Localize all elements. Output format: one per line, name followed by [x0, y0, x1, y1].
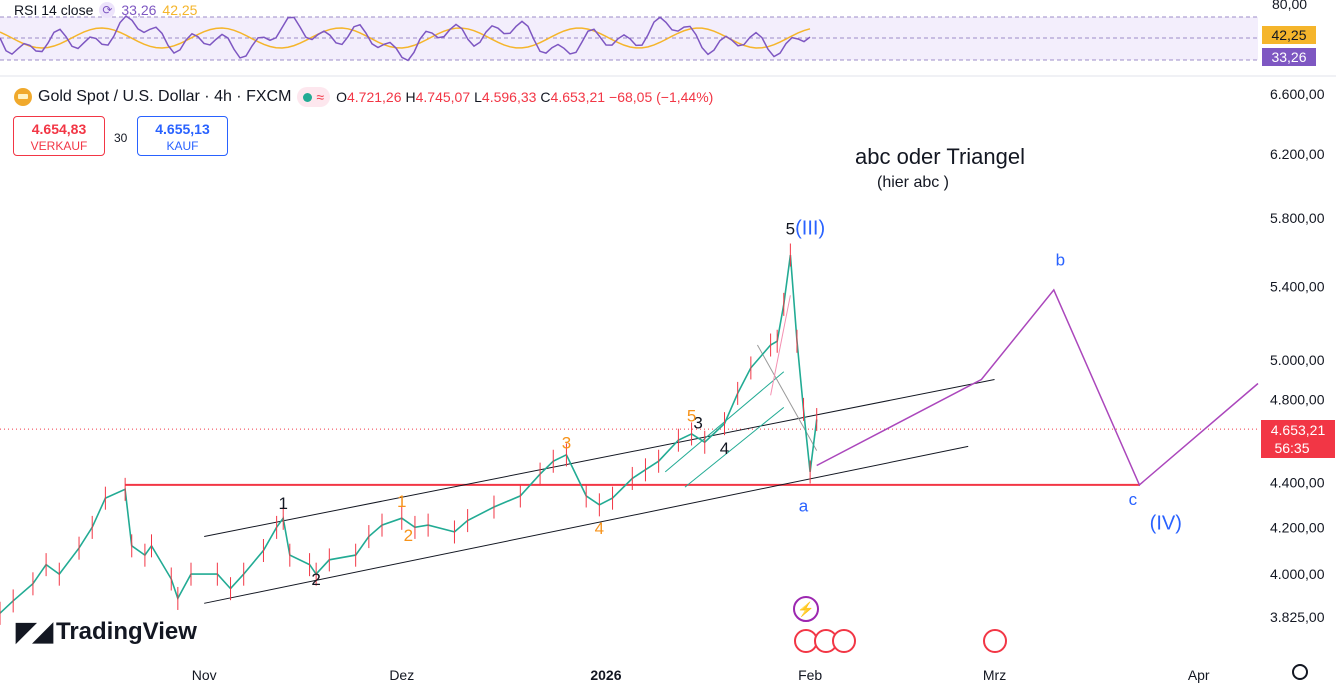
rsi-axis-top: 80,00 — [1272, 0, 1307, 12]
buy-price: 4.655,13 — [155, 121, 210, 137]
wave-label: 3 — [693, 414, 702, 433]
sell-button[interactable]: 4.654,83 VERKAUF — [13, 116, 105, 156]
symbol-header[interactable]: Gold Spot / U.S. Dollar · 4h · FXCM ≈ O4… — [14, 86, 713, 108]
market-open-icon — [303, 92, 313, 102]
chart-title: abc oder Triangel — [855, 144, 1025, 169]
x-tick-label: Feb — [798, 667, 822, 683]
chart-subtitle: (hier abc ) — [877, 174, 949, 191]
trendline — [204, 445, 969, 604]
price-tag-value: 4.653,21 — [1271, 422, 1326, 438]
us-flag-icon — [794, 629, 818, 653]
rsi-tags: 42,25 33,26 80,00 — [1262, 0, 1316, 66]
gold-coin-icon — [14, 88, 32, 106]
wave-icon: ≈ — [316, 89, 325, 105]
rsi-title: RSI 14 close — [14, 2, 94, 18]
wave-label: (IV) — [1150, 513, 1182, 535]
event-icons[interactable]: ⚡ — [793, 596, 1007, 653]
wave-label: b — [1056, 250, 1065, 269]
x-tick-label: Dez — [389, 667, 414, 683]
wave-label: (III) — [795, 218, 825, 240]
high-value: 4.745,07 — [415, 89, 471, 105]
change-value: −68,05 (−1,44%) — [609, 89, 714, 105]
y-tick-label: 4.200,00 — [1270, 519, 1325, 535]
wave-label: 1 — [397, 492, 406, 511]
chart-grid — [0, 428, 1258, 486]
ohlc-values: O4.721,26 H4.745,07 L4.596,33 C4.653,21 … — [336, 89, 714, 105]
time-axis[interactable]: Nov Dez 2026 Feb Mrz Apr — [192, 667, 1210, 683]
y-tick-label: 4.800,00 — [1270, 391, 1325, 407]
y-tick-label: 6.200,00 — [1270, 146, 1325, 162]
tv-logo-icon: ◤◢ — [16, 616, 53, 646]
refresh-icon[interactable]: ⟳ — [99, 2, 116, 18]
price-tag: 4.653,21 56:35 — [1261, 420, 1335, 458]
buy-label: KAUF — [166, 139, 199, 153]
wave-label: 3 — [562, 433, 571, 452]
wave-label: 2 — [311, 570, 320, 589]
wave-label: 4 — [720, 439, 729, 458]
trend-channels — [204, 295, 995, 604]
us-flag-icon — [983, 629, 1007, 653]
x-tick-label: Nov — [192, 667, 217, 683]
trendline — [770, 295, 791, 396]
tradingview-logo[interactable]: ◤◢ TradingView — [16, 616, 197, 647]
rsi-ma-tag: 42,25 — [1271, 27, 1306, 43]
price-axis[interactable]: 3.825,004.000,004.200,004.400,004.600,00… — [1270, 86, 1325, 625]
market-status[interactable]: ≈ — [297, 87, 331, 107]
close-value: 4.653,21 — [550, 89, 606, 105]
wave-label: 1 — [278, 494, 287, 513]
lightning-icon: ⚡ — [797, 601, 814, 618]
rsi-ma-line — [0, 27, 811, 49]
x-tick-label: Mrz — [983, 667, 1006, 683]
y-tick-label: 5.400,00 — [1270, 278, 1325, 294]
low-value: 4.596,33 — [481, 89, 537, 105]
spread-value: 30 — [114, 131, 128, 145]
wave-label: 4 — [595, 519, 604, 538]
y-tick-label: 5.000,00 — [1270, 352, 1325, 368]
price-line — [0, 243, 818, 625]
x-tick-label: Apr — [1188, 667, 1210, 683]
rsi-value-tag: 33,26 — [1271, 49, 1306, 65]
symbol-title[interactable]: Gold Spot / U.S. Dollar · 4h · FXCM — [38, 88, 292, 105]
rsi-ma-value: 42,25 — [162, 2, 198, 18]
projection-path — [816, 288, 1259, 487]
sell-label: VERKAUF — [30, 139, 88, 153]
us-flag-icon — [832, 629, 856, 653]
rsi-legend[interactable]: RSI 14 close ⟳ 33,26 42,25 — [14, 2, 197, 18]
y-tick-label: 4.400,00 — [1270, 475, 1325, 491]
trendline — [756, 344, 818, 451]
rsi-value: 33,26 — [121, 2, 157, 18]
wave-label: c — [1129, 490, 1138, 509]
gear-icon[interactable] — [1292, 664, 1308, 680]
tradingview-wordmark: TradingView — [56, 617, 197, 645]
sell-price: 4.654,83 — [31, 121, 87, 137]
y-tick-label: 5.800,00 — [1270, 210, 1325, 226]
y-tick-label: 6.600,00 — [1270, 86, 1325, 102]
rsi-pane — [0, 15, 1336, 77]
wave-label: 2 — [404, 526, 413, 545]
wave-label: 5 — [786, 220, 795, 239]
price-series — [0, 254, 818, 614]
trendline — [204, 379, 995, 537]
rsi-line — [0, 15, 811, 62]
projection-line — [816, 288, 1259, 487]
y-tick-label: 4.000,00 — [1270, 566, 1325, 582]
wave-label: 5 — [687, 407, 696, 426]
y-tick-label: 3.825,00 — [1270, 609, 1325, 625]
wave-label: a — [799, 496, 809, 515]
price-tag-countdown: 56:35 — [1274, 440, 1309, 456]
open-value: 4.721,26 — [346, 89, 402, 105]
buy-button[interactable]: 4.655,13 KAUF — [137, 116, 228, 156]
x-tick-label: 2026 — [590, 667, 621, 683]
trendline — [684, 406, 785, 488]
